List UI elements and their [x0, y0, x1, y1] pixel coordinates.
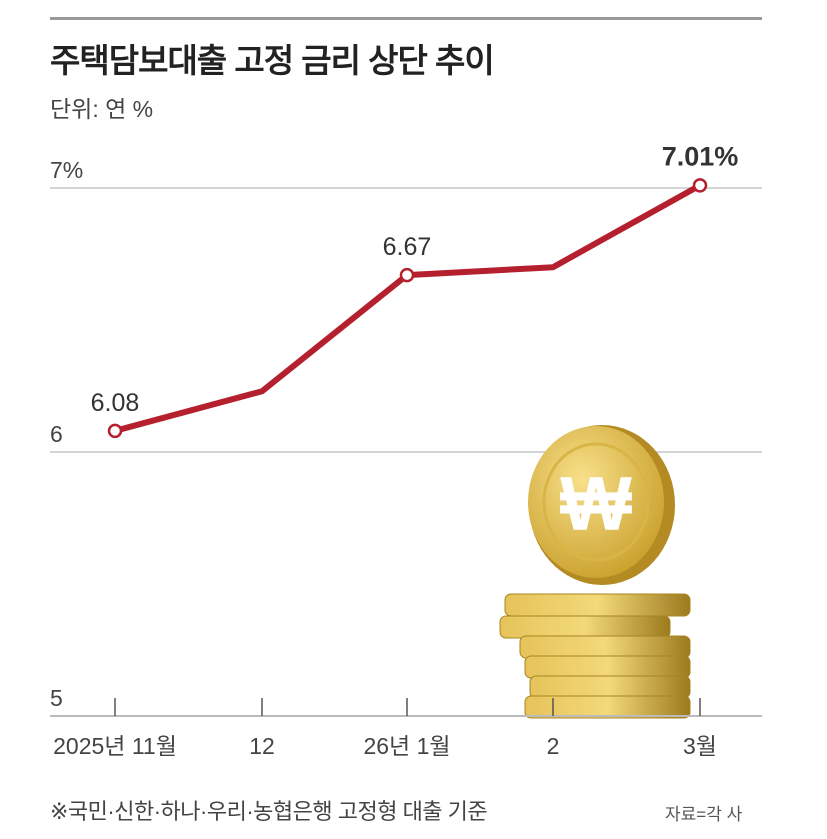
x-tick-label: 12	[249, 733, 275, 759]
source-label: 자료=각 사	[665, 805, 743, 824]
y-tick-label: 7%	[50, 157, 83, 183]
data-label: 7.01%	[662, 141, 739, 171]
coin-face	[528, 426, 664, 578]
series-line	[112, 182, 703, 434]
coin	[524, 655, 691, 679]
top-rule	[50, 17, 762, 20]
coin	[524, 695, 691, 719]
coin-stack-illustration: ₩	[499, 425, 691, 719]
x-tick-label: 2	[547, 733, 560, 759]
footnote: ※국민·신한·하나·우리·농협은행 고정형 대출 기준	[50, 799, 488, 824]
coin	[529, 675, 691, 699]
data-point	[107, 423, 123, 439]
x-tick-label: 3월	[683, 733, 717, 759]
unit-label: 단위: 연 %	[50, 96, 154, 122]
data-point	[692, 178, 708, 193]
data-label: 6.08	[91, 389, 140, 417]
chart-title: 주택담보대출 고정 금리 상단 추이	[50, 42, 495, 79]
x-tick-label: 2025년 11월	[53, 733, 177, 759]
coin	[519, 635, 691, 659]
coin	[504, 593, 691, 617]
data-point	[399, 267, 415, 283]
x-tick-label: 26년 1월	[363, 733, 450, 759]
data-label: 6.67	[383, 233, 432, 261]
y-tick-label: 5	[50, 685, 63, 711]
coin	[499, 615, 671, 639]
won-sign-icon: ₩	[560, 462, 632, 547]
y-tick-label: 6	[50, 421, 63, 447]
coin-rim	[542, 442, 650, 562]
